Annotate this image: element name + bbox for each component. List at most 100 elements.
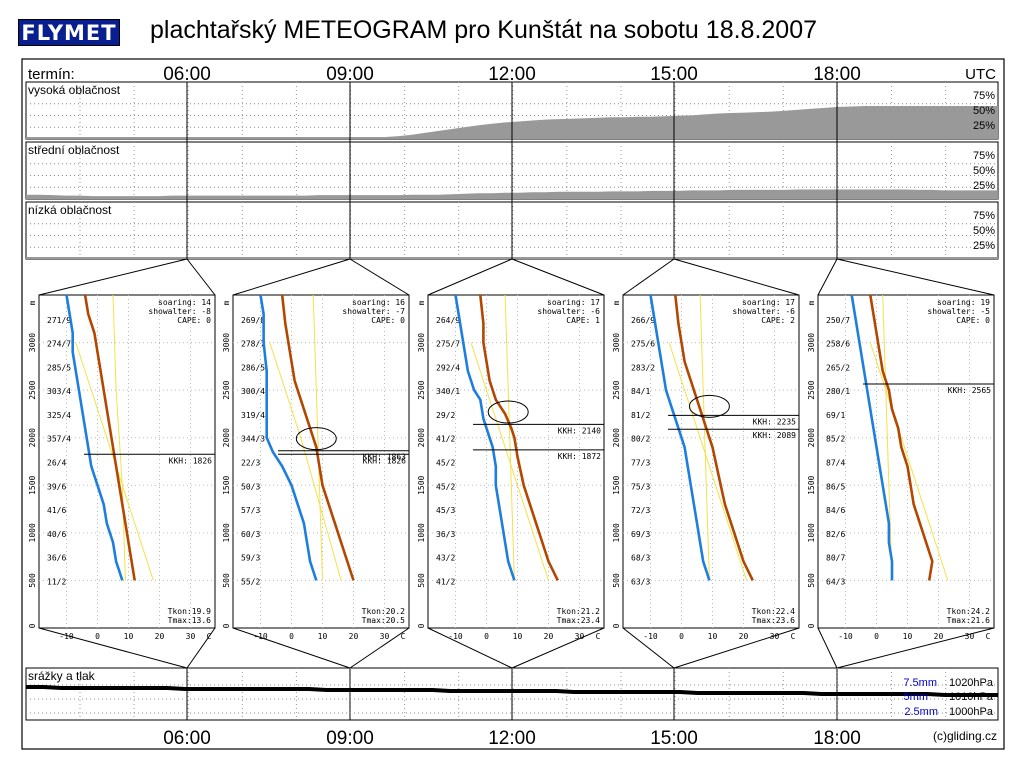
temp-tick-label: -10: [59, 632, 74, 641]
temp-tick-label: 10: [124, 632, 134, 641]
wind-label: 57/3: [241, 506, 260, 515]
height-zero-label: 0: [417, 623, 426, 628]
wind-label: 344/3: [241, 435, 265, 444]
cloud-percent-label: 50%: [973, 105, 995, 117]
wind-label: 275/6: [631, 340, 655, 349]
wind-label: 265/2: [826, 363, 850, 372]
height-tick-label: 1500: [28, 475, 37, 494]
wind-label: 357/4: [47, 435, 71, 444]
wind-label: 60/3: [241, 530, 260, 539]
top-hour-label: 15:00: [650, 64, 698, 85]
dry-adiabat-line: [668, 342, 748, 581]
wind-label: 325/4: [47, 411, 71, 420]
tkon-value: Tkon:21.2: [557, 607, 601, 616]
showalter-value: showalter: -6: [537, 307, 600, 316]
termin-label: termín:: [28, 66, 75, 83]
bottom-hour-label: 06:00: [163, 728, 211, 749]
height-tick-label: 1500: [612, 475, 621, 494]
temp-tick-label: 0: [679, 632, 684, 641]
wind-label: 45/2: [436, 459, 455, 468]
dewpoint-profile: [649, 294, 711, 581]
temp-unit-label: C: [207, 632, 212, 641]
temp-tick-label: 30: [186, 632, 196, 641]
pressure-legend-value: 1000hPa: [949, 706, 994, 718]
temp-tick-label: 0: [95, 632, 100, 641]
pressure-line: [26, 685, 998, 697]
pressure-legend-value: 1010hPa: [949, 691, 994, 703]
height-tick-label: 2000: [612, 428, 621, 447]
sounding-panel: 500 1000 1500 2000 2500 3000 m 0 -10 0 10 20 30 C 11/2…: [28, 294, 216, 641]
precip-legend-value: 2.5mm: [904, 706, 938, 718]
wind-label: 280/1: [826, 387, 850, 396]
wind-label: 258/6: [826, 340, 850, 349]
temp-tick-label: 0: [289, 632, 294, 641]
height-tick-label: 500: [222, 573, 231, 588]
height-tick-label: 2000: [222, 428, 231, 447]
wind-label: 269/8: [241, 316, 265, 325]
temperature-profile: [479, 294, 559, 581]
temp-tick-label: -10: [448, 632, 463, 641]
sounding-connectors: [38, 258, 995, 720]
soaring-value: soaring: 16: [352, 298, 405, 307]
temp-tick-label: 0: [484, 632, 489, 641]
wind-label: 319/4: [241, 411, 265, 420]
cape-value: CAPE: 0: [371, 316, 405, 325]
dry-adiabat-line: [470, 342, 549, 581]
height-tick-label: 2500: [417, 380, 426, 399]
temperature-profile: [83, 294, 136, 581]
tkon-value: Tkon:22.4: [752, 607, 796, 616]
tmax-value: Tmax:23.6: [752, 616, 796, 625]
temp-unit-label: C: [596, 632, 601, 641]
wind-label: 41/2: [436, 577, 455, 586]
cloud-panel-label: střední oblačnost: [28, 143, 120, 157]
wind-label: 271/9: [47, 316, 71, 325]
wind-label: 26/4: [47, 459, 66, 468]
moist-adiabat-line: [504, 294, 515, 581]
wind-label: 285/5: [47, 363, 71, 372]
height-tick-label: 3000: [28, 333, 37, 352]
temp-unit-label: C: [401, 632, 406, 641]
wind-label: 340/1: [436, 387, 460, 396]
kkh-label: KKH: 1863: [363, 453, 407, 462]
temp-unit-label: C: [791, 632, 796, 641]
dry-adiabat-line: [75, 342, 154, 581]
wind-label: 45/2: [436, 482, 455, 491]
hour-lines-top: [186, 82, 838, 259]
dewpoint-profile: [454, 294, 516, 581]
height-zero-label: 0: [807, 623, 816, 628]
height-zero-label: 0: [28, 623, 37, 628]
top-hour-label: 18:00: [813, 64, 861, 85]
kkh-label: KKH: 2565: [948, 386, 992, 395]
moist-adiabat-line: [882, 294, 893, 581]
connector-line: [38, 258, 188, 296]
height-tick-label: 2000: [807, 428, 816, 447]
cloud-percent-label: 75%: [973, 90, 995, 102]
cloud-percent-label: 25%: [973, 180, 995, 192]
soaring-value: soaring: 19: [937, 298, 990, 307]
wind-label: 22/3: [241, 459, 260, 468]
soaring-value: soaring: 17: [742, 298, 795, 307]
pressure-legend-value: 1020hPa: [949, 677, 994, 689]
wind-label: 274/7: [47, 340, 71, 349]
cloud-percent-label: 50%: [973, 225, 995, 237]
connector-line: [511, 258, 605, 296]
sounding-frame: [232, 294, 410, 629]
tkon-value: Tkon:20.2: [362, 607, 406, 616]
wind-label: 278/7: [241, 340, 265, 349]
bottom-hour-label: 15:00: [650, 728, 698, 749]
meteogram-frame: [21, 58, 1005, 750]
wind-label: 292/4: [436, 363, 460, 372]
temp-tick-label: 10: [318, 632, 328, 641]
connector-line: [38, 627, 188, 669]
wind-label: 50/3: [241, 482, 260, 491]
utc-label: UTC: [965, 66, 996, 83]
wind-label: 75/3: [631, 482, 650, 491]
wind-label: 36/6: [47, 554, 66, 563]
dry-adiabat-line: [269, 342, 342, 581]
wind-label: 84/1: [631, 387, 650, 396]
connector-line: [427, 627, 513, 669]
height-tick-label: 2000: [28, 428, 37, 447]
wind-label: 64/3: [826, 577, 845, 586]
cloud-base-ellipse: [688, 394, 730, 418]
cloud-percent-label: 50%: [973, 165, 995, 177]
